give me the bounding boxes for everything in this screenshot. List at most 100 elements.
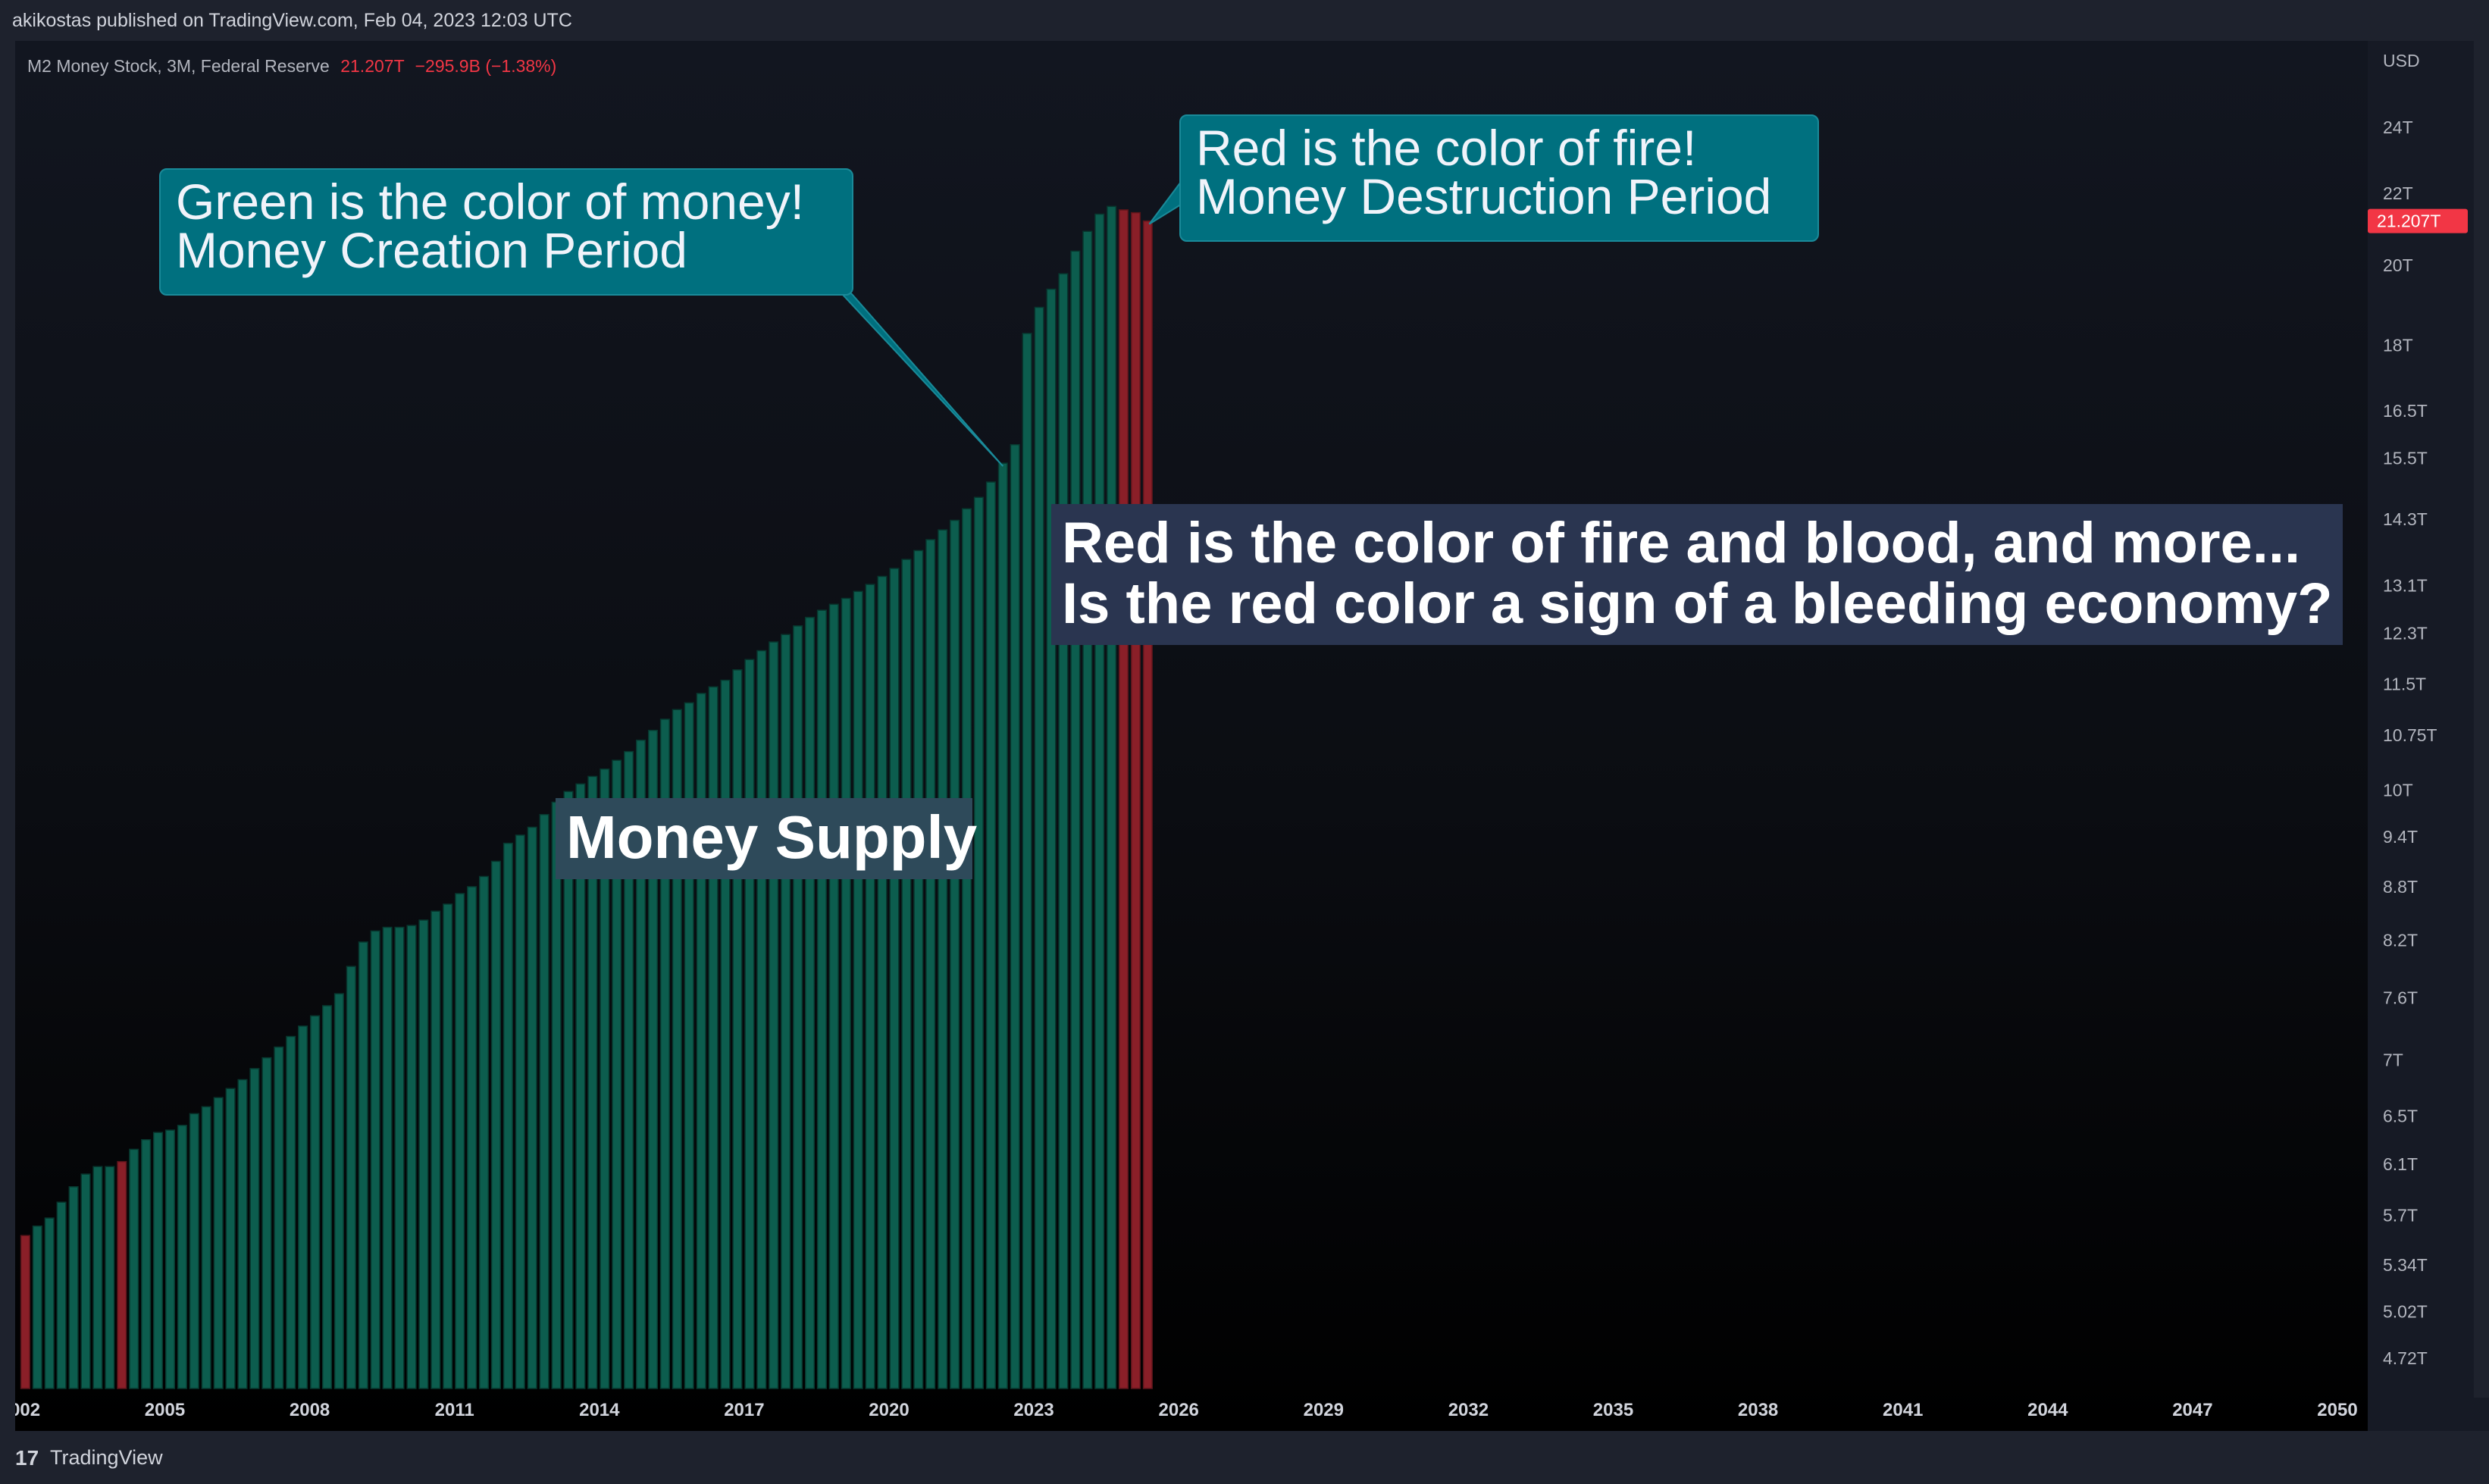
x-tick-label: 2014 [579,1400,620,1420]
bar [418,919,429,1389]
y-tick-label: 22T [2383,183,2413,203]
green-callout[interactable]: Green is the color of money! Money Creat… [159,168,853,296]
bar [310,1015,321,1389]
bar [490,860,501,1389]
bar [1070,250,1081,1389]
bar [370,930,380,1389]
x-tick-label: 2032 [1448,1400,1489,1420]
bars-group [20,205,1153,1389]
bar [828,603,839,1389]
published-header: akikostas published on TradingView.com, … [0,0,2489,41]
y-tick-label: 8.8T [2383,877,2418,897]
bar [961,508,972,1389]
bar [708,686,719,1389]
bar [298,1025,308,1389]
bar [189,1113,199,1389]
bar [997,462,1008,1389]
bar [44,1217,55,1389]
bar [587,775,598,1389]
time-axis: 2002 2005 2008 2011 2014 2017 2020 2023 2026 2029… [0,1398,2489,1431]
bar [286,1035,296,1389]
bar [177,1125,187,1389]
price-axis: USD 24T 22T 20T 18T 16.5T 15.5T 14.3T 13.1T 12.3T… [2368,41,2474,1431]
published-text: akikostas published on TradingView.com, … [12,10,572,31]
bar [635,739,647,1389]
y-tick-label: 9.4T [2383,827,2418,847]
bar [1142,220,1153,1389]
bar [865,584,875,1389]
bleeding-economy-note[interactable]: Red is the color of fire and blood, and … [1051,504,2343,645]
green-callout-line-1: Green is the color of money! [176,174,805,230]
x-tick-label: 2029 [1304,1400,1344,1420]
last-value: 21.207T [340,56,405,76]
bar [793,625,803,1389]
bar [321,1005,333,1389]
bar [213,1097,224,1389]
y-tick-label: 18T [2383,335,2413,355]
red-callout-tail [1148,179,1182,225]
note-line-2: Is the red color a sign of a bleeding ec… [1062,571,2333,636]
x-axis-right-mask [2368,1398,2489,1431]
tradingview-brand[interactable]: TradingView [50,1446,163,1469]
bar [249,1068,260,1389]
bar [539,813,549,1389]
bar [1118,209,1129,1389]
bar [1022,333,1032,1389]
bar [804,616,816,1389]
y-tick-label: 4.72T [2383,1348,2428,1368]
y-tick-label: 7.6T [2383,988,2418,1007]
chart-svg: USD 24T 22T 20T 18T 16.5T 15.5T 14.3T 13.1T 12.3T… [0,41,2489,1431]
y-tick-label: 14.3T [2383,509,2428,529]
red-callout-line-1: Red is the color of fire! [1196,120,1697,176]
bar [56,1201,67,1389]
bar [333,993,344,1389]
x-tick-label: 2041 [1883,1400,1923,1420]
bar [455,893,465,1389]
x-tick-label: 2023 [1013,1400,1054,1420]
footer-bar: 17 TradingView [0,1431,2489,1484]
bar [551,801,562,1389]
bar [20,1235,30,1389]
bar [769,641,779,1389]
money-supply-text: Money Supply [566,803,978,871]
bar [647,729,659,1389]
bar [889,568,900,1389]
x-tick-label: 2050 [2317,1400,2357,1420]
bar [600,768,610,1389]
x-tick-label: 2017 [724,1400,764,1420]
bar [527,826,537,1389]
currency-label: USD [2383,51,2420,70]
bar [430,910,441,1389]
bar [152,1132,164,1389]
tradingview-logo-icon[interactable]: 17 [15,1446,39,1470]
y-tick-label: 16.5T [2383,401,2428,421]
bar [841,597,851,1389]
x-tick-label: 2020 [869,1400,909,1420]
change-value: −295.9B (−1.38%) [415,56,557,76]
bar [1034,306,1044,1389]
y-tick-label: 11.5T [2383,675,2426,694]
series-legend[interactable]: M2 Money Stock, 3M, Federal Reserve 21.2… [27,56,556,77]
x-tick-label: 2038 [1738,1400,1778,1420]
green-callout-line-2: Money Creation Period [176,222,688,278]
red-callout[interactable]: Red is the color of fire! Money Destruct… [1179,114,1819,242]
money-supply-label[interactable]: Money Supply [556,798,977,879]
bar [816,609,827,1389]
bar [877,575,888,1389]
bar [32,1225,42,1389]
y-tick-label: 5.02T [2383,1302,2428,1322]
y-tick-label: 5.34T [2383,1255,2428,1275]
bar [938,529,948,1389]
bar [141,1138,152,1389]
bar [744,659,755,1389]
bar [394,926,405,1389]
x-tick-label: 2008 [290,1400,330,1420]
y-tick-label: 6.5T [2383,1106,2418,1126]
bar [92,1166,103,1389]
green-callout-tail [831,283,1004,467]
y-tick-label: 10T [2383,780,2413,800]
bar [105,1166,115,1389]
bar [406,925,417,1389]
bar [612,759,622,1389]
bar [467,886,477,1389]
